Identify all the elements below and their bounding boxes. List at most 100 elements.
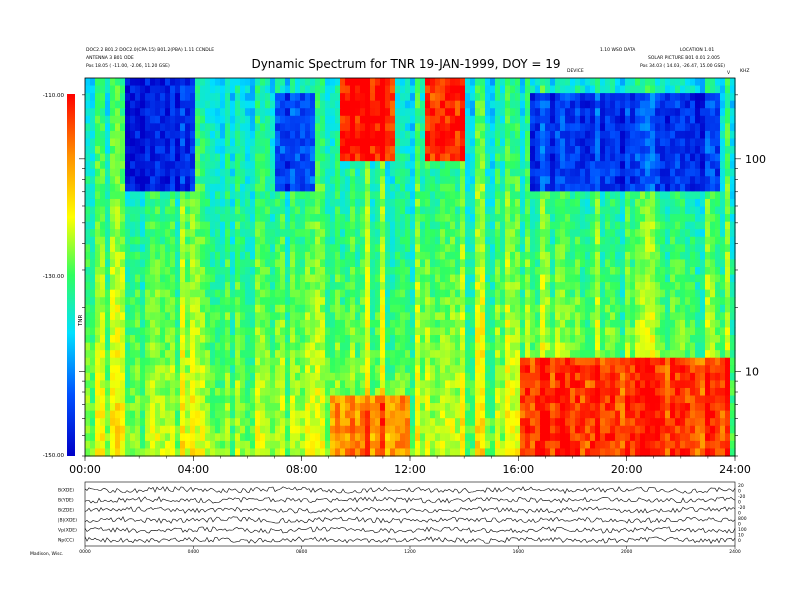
spectrogram-cell xyxy=(330,123,336,132)
spectrogram-cell xyxy=(180,274,186,283)
spectrogram-cell xyxy=(490,350,496,359)
spectrogram-cell xyxy=(495,198,501,208)
spectrogram-cell xyxy=(325,146,331,155)
spectrogram-cell xyxy=(720,251,726,261)
spectrogram-cell xyxy=(220,357,226,366)
spectrogram-cell xyxy=(620,297,626,306)
spectrogram-cell xyxy=(560,350,566,359)
spectrogram-cell xyxy=(640,206,646,215)
spectrogram-cell xyxy=(680,191,686,200)
spectrogram-cell xyxy=(330,274,336,283)
spectrogram-cell xyxy=(305,267,311,276)
spectrogram-cell xyxy=(510,289,516,298)
spectrogram-cell xyxy=(130,297,136,306)
spectrogram-cell xyxy=(230,312,236,321)
spectrogram-cell xyxy=(615,115,621,124)
spectrogram-cell xyxy=(165,289,171,298)
spectrogram-cell xyxy=(730,115,736,124)
spectrogram-cell xyxy=(425,123,431,132)
spectrogram-cell xyxy=(360,123,366,132)
spectrogram-cell xyxy=(230,304,236,313)
spectrogram-cell xyxy=(645,93,651,102)
spectrogram-cell xyxy=(495,93,501,102)
spectrogram-cell xyxy=(340,115,346,124)
spectrogram-cell xyxy=(700,108,706,117)
spectrogram-cell xyxy=(470,214,476,223)
spectrogram-cell xyxy=(145,365,151,374)
spectrogram-cell xyxy=(595,236,601,245)
spectrogram-cell xyxy=(165,282,171,291)
spectrogram-cell xyxy=(295,78,301,87)
spectrogram-cell xyxy=(635,206,641,215)
spectrogram-cell xyxy=(550,312,556,321)
spectrogram-cell xyxy=(525,319,531,329)
spectrogram-cell xyxy=(275,244,281,253)
spectrogram-cell xyxy=(205,297,211,306)
spectrogram-cell xyxy=(255,297,261,306)
spectrogram-cell xyxy=(565,108,571,117)
spectrogram-cell xyxy=(130,183,136,192)
spectrogram-cell xyxy=(250,236,256,245)
spectrogram-cell xyxy=(540,153,546,162)
spectrogram-cell xyxy=(110,289,116,298)
spectrogram-cell xyxy=(195,282,201,291)
spectrogram-cell xyxy=(675,85,681,94)
spectrogram-cell xyxy=(700,153,706,162)
spectrogram-cell xyxy=(555,342,561,351)
spectrogram-cell xyxy=(725,312,731,321)
spectrogram-cell xyxy=(545,244,551,253)
spectrogram-cell xyxy=(95,319,101,329)
header-right-line3: SOLAR PICTURE B01 0.01 2.005 xyxy=(648,55,720,61)
spectrogram-cell xyxy=(455,297,461,306)
spectrogram-cell xyxy=(155,274,161,283)
spectrogram-cell xyxy=(240,214,246,223)
spectrogram-cell xyxy=(730,153,736,162)
spectrogram-cell xyxy=(430,130,436,140)
spectrogram-cell xyxy=(280,357,286,366)
spectrogram-cell xyxy=(355,168,361,177)
spectrogram-cell xyxy=(415,327,421,336)
spectrogram-cell xyxy=(435,335,441,344)
spectrogram-cell xyxy=(335,335,341,344)
spectrogram-cell xyxy=(275,130,281,140)
spectrogram-cell xyxy=(595,342,601,351)
spectrogram-cell xyxy=(585,93,591,102)
spectrogram-cell xyxy=(260,312,266,321)
spectrogram-cell xyxy=(715,282,721,291)
spectrogram-cell xyxy=(430,198,436,208)
spectrogram-cell xyxy=(225,153,231,162)
spectrogram-cell xyxy=(525,282,531,291)
spectrogram-cell xyxy=(125,176,131,185)
spectrogram-cell xyxy=(260,342,266,351)
spectrogram-cell xyxy=(525,108,531,117)
spectrogram-cell xyxy=(365,214,371,223)
spectrogram-cell xyxy=(335,161,341,170)
spectrogram-cell xyxy=(315,115,321,124)
spectrogram-cell xyxy=(710,312,716,321)
spectrogram-cell xyxy=(370,206,376,215)
spectrogram-cell xyxy=(175,108,181,117)
spectrogram-cell xyxy=(395,342,401,351)
spectrogram-cell xyxy=(535,229,541,238)
spectrogram-cell xyxy=(455,282,461,291)
spectrogram-cell xyxy=(625,123,631,132)
spectrogram-cell xyxy=(435,282,441,291)
spectrogram-cell xyxy=(305,108,311,117)
spectrogram-cell xyxy=(675,123,681,132)
spectrogram-cell xyxy=(180,229,186,238)
spectrogram-cell xyxy=(95,267,101,276)
spectrogram-cell xyxy=(585,206,591,215)
spectrogram-cell xyxy=(730,282,736,291)
spectrogram-cell xyxy=(625,198,631,208)
spectrogram-cell xyxy=(135,198,141,208)
spectrogram-cell xyxy=(680,153,686,162)
spectrogram-cell xyxy=(405,289,411,298)
spectrogram-cell xyxy=(715,93,721,102)
spectrogram-cell xyxy=(280,100,286,109)
spectrogram-cell xyxy=(615,78,621,87)
spectrogram-cell xyxy=(465,251,471,261)
spectrogram-cell xyxy=(570,289,576,298)
spectrogram-cell xyxy=(460,335,466,344)
spectrogram-cell xyxy=(490,267,496,276)
spectrogram-cell xyxy=(635,108,641,117)
